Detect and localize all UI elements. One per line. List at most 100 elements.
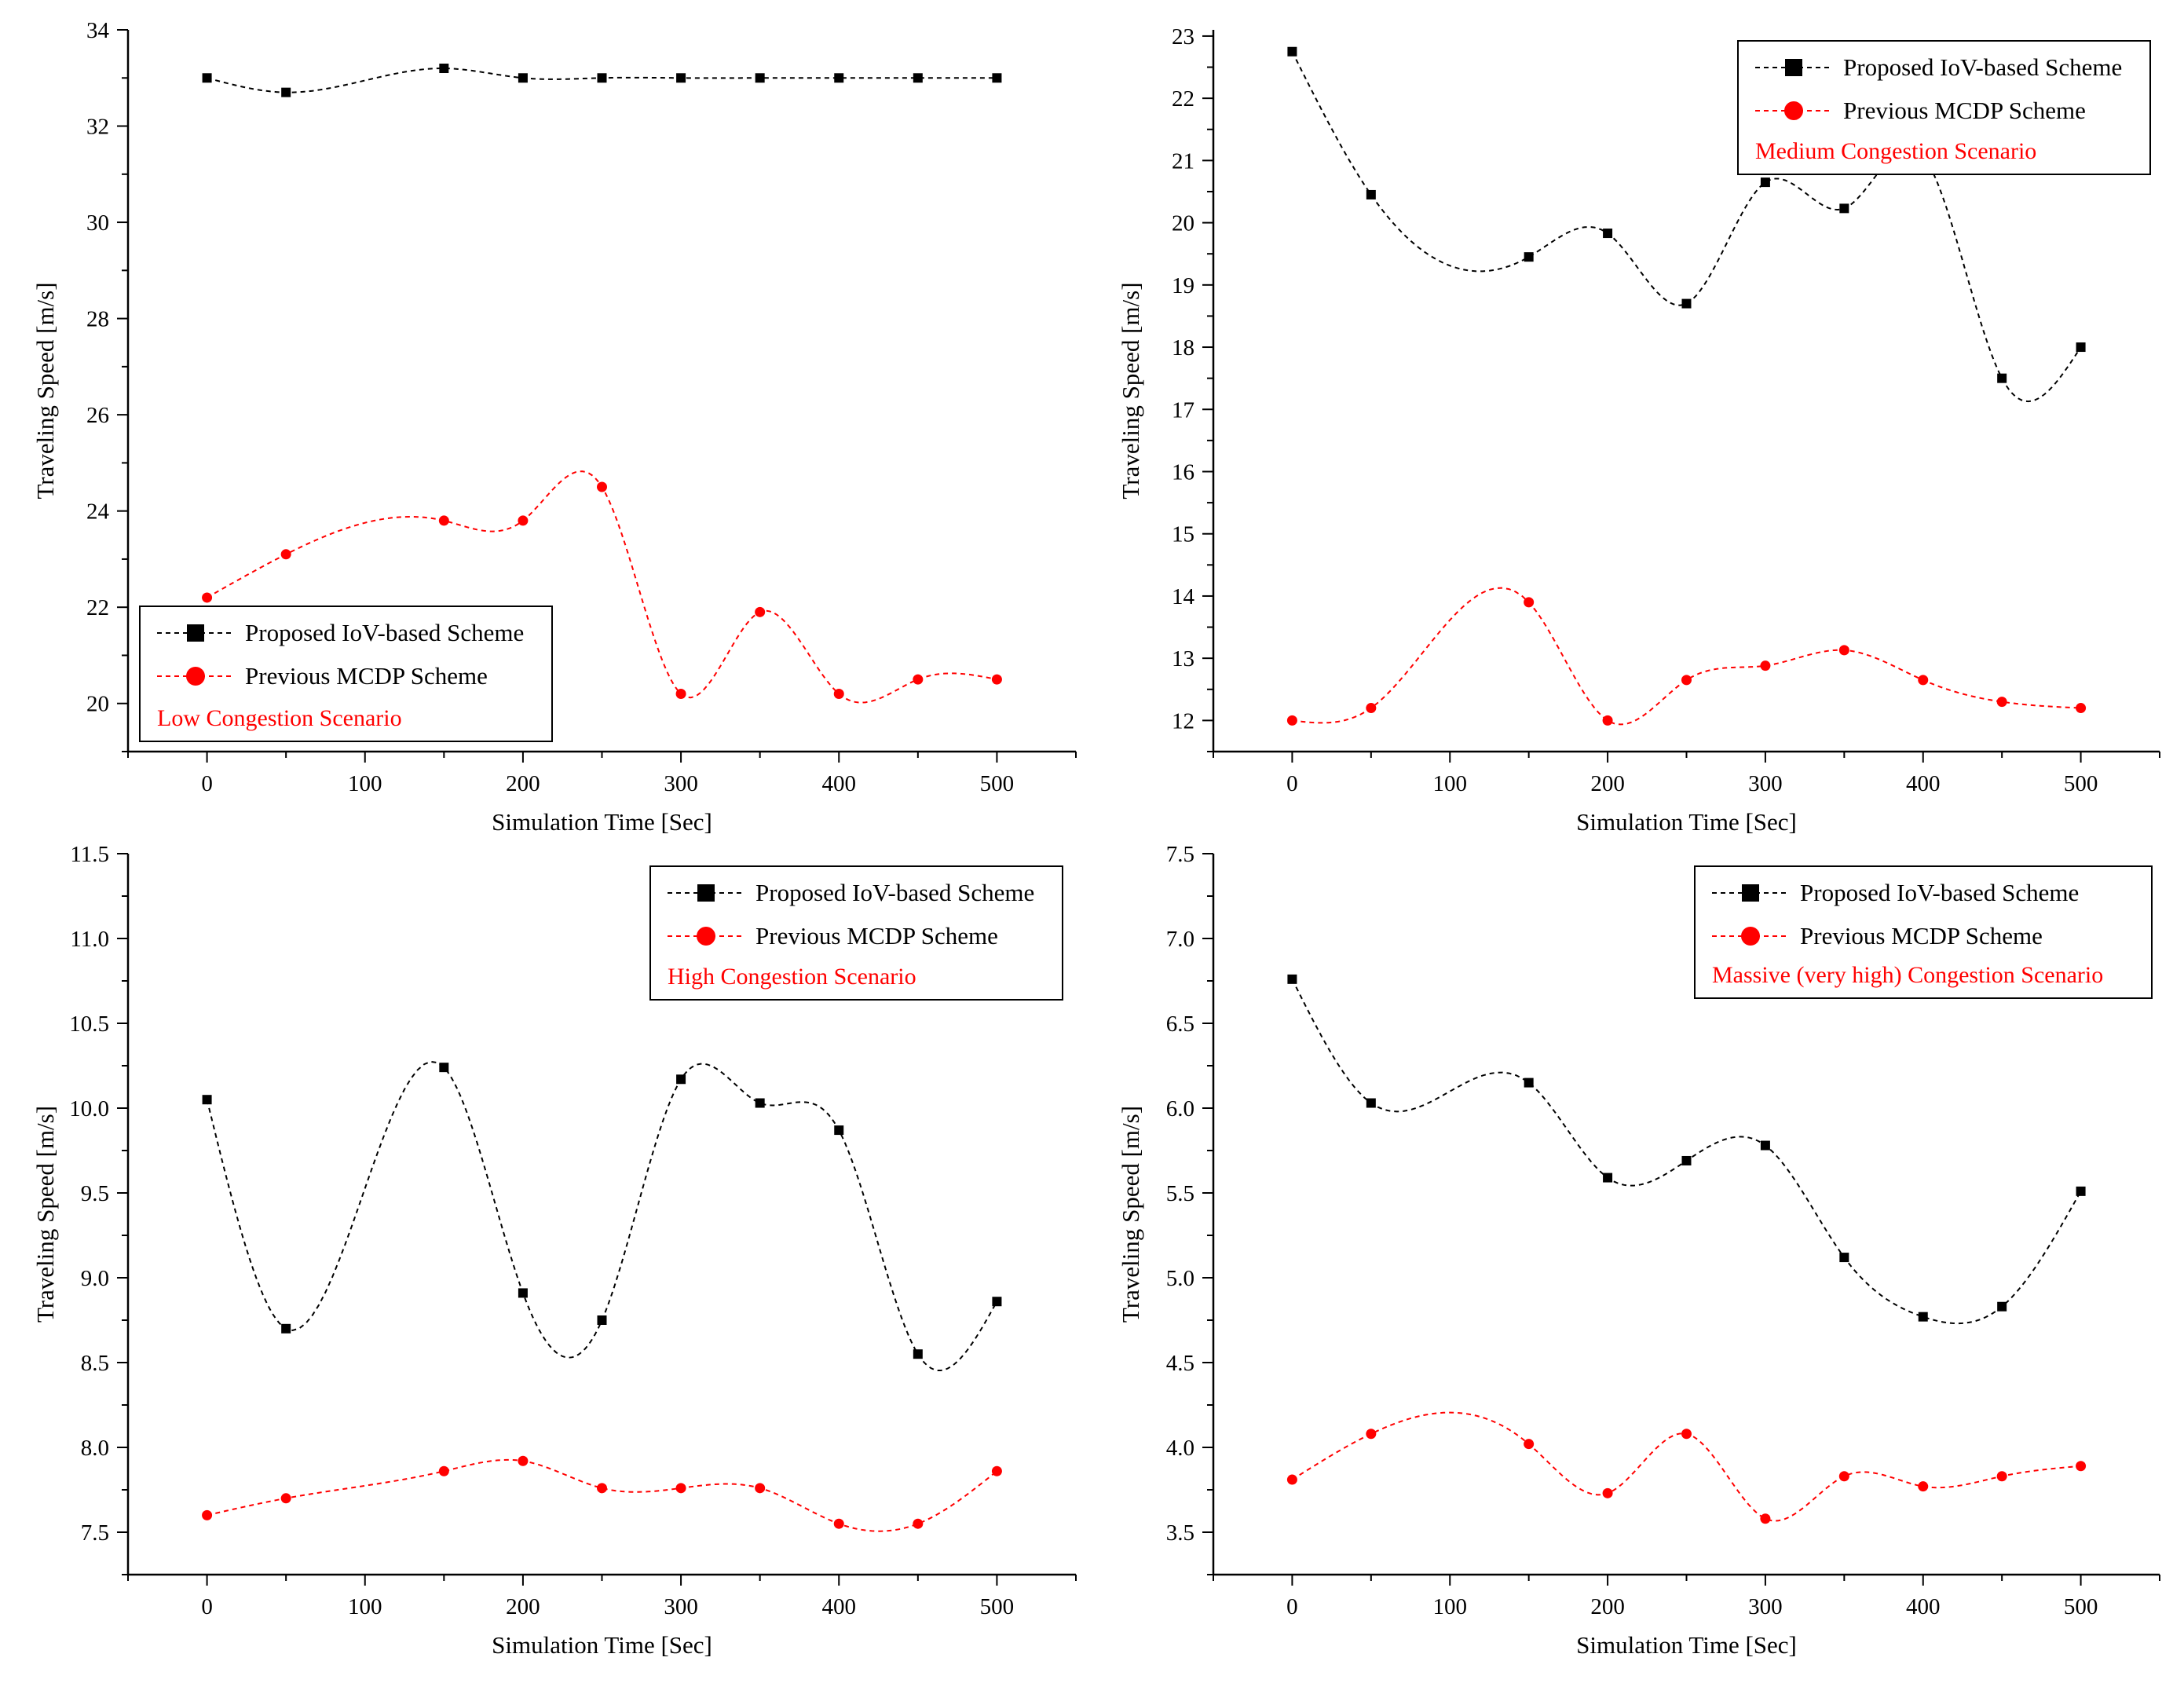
proposed-series-line	[1291, 979, 2082, 1325]
x-axis-title: Simulation Time [Sec]	[1576, 808, 1797, 836]
previous-data-point	[833, 688, 844, 699]
proposed-data-point	[1603, 229, 1613, 239]
previous-data-point	[675, 1483, 686, 1494]
previous-data-point	[1996, 697, 2007, 708]
legend-label: Proposed IoV-based Scheme	[245, 619, 524, 646]
previous-data-point	[1918, 1481, 1929, 1492]
y-tick-label: 5.5	[1166, 1181, 1194, 1206]
y-tick-label: 24	[86, 499, 110, 525]
x-tick-label: 200	[1590, 1594, 1625, 1619]
x-axis-title: Simulation Time [Sec]	[492, 808, 712, 836]
legend: Proposed IoV-based Scheme Previous MCDP S…	[1737, 40, 2151, 175]
x-tick-label: 400	[822, 771, 857, 796]
proposed-data-point	[439, 1063, 449, 1073]
x-tick-label: 0	[1286, 1594, 1298, 1619]
previous-series-line	[207, 1458, 998, 1532]
x-tick-label: 500	[2064, 1594, 2098, 1619]
previous-data-point	[991, 1465, 1002, 1476]
y-tick-label: 22	[86, 595, 109, 620]
y-tick-label: 18	[1172, 335, 1194, 360]
proposed-data-point	[834, 73, 844, 83]
previous-data-point	[991, 674, 1002, 685]
chart-panel-3: 0 100 200 300 400 500 7.5 8.0 8.5 9.0 9.5 10.0 10.5 1…	[31, 842, 1077, 1659]
legend-circle-marker	[697, 927, 715, 946]
y-tick-label: 20	[86, 692, 109, 717]
legend-box	[1737, 40, 2151, 175]
previous-data-point	[913, 1518, 924, 1529]
y-tick-label: 11.0	[70, 927, 109, 952]
legend-label: Previous MCDP Scheme	[245, 662, 488, 690]
chart-panel-4: 0 100 200 300 400 500 3.5 4.0 4.5 5.0 5.5 6.0 6.5 7.0…	[1117, 842, 2160, 1659]
previous-series-line	[1292, 587, 2081, 726]
y-tick-label: 11.5	[70, 842, 109, 867]
legend-circle-marker	[1741, 927, 1760, 946]
scenario-label: Massive (very high) Congestion Scenario	[1712, 962, 2103, 988]
previous-data-point	[1681, 1429, 1692, 1440]
x-tick-label: 300	[664, 771, 698, 796]
x-tick-label: 100	[1433, 771, 1468, 796]
legend-circle-marker	[186, 667, 205, 686]
legend-box	[649, 865, 1063, 1001]
y-tick-label: 14	[1172, 584, 1195, 609]
scenario-label: High Congestion Scenario	[668, 964, 916, 990]
proposed-data-point	[518, 1288, 528, 1298]
y-tick-label: 12	[1172, 708, 1194, 734]
proposed-data-point	[1287, 46, 1297, 57]
y-tick-label: 30	[86, 210, 109, 236]
previous-data-point	[1524, 1439, 1535, 1450]
proposed-data-point	[202, 73, 212, 83]
y-tick-label: 26	[86, 403, 109, 428]
x-tick-label: 400	[1906, 1594, 1941, 1619]
proposed-data-point	[2076, 342, 2086, 353]
x-tick-label: 500	[980, 1594, 1015, 1619]
legend-circle-marker	[1784, 101, 1803, 120]
legend-label: Proposed IoV-based Scheme	[1843, 53, 2122, 81]
y-axis-title: Traveling Speed [m/s]	[31, 282, 59, 499]
y-tick-label: 7.5	[1166, 842, 1194, 867]
x-tick-label: 100	[348, 1594, 382, 1619]
previous-data-point	[913, 674, 924, 685]
y-axis-title: Traveling Speed [m/s]	[1117, 1106, 1144, 1323]
previous-data-point	[1918, 675, 1929, 686]
x-tick-label: 0	[201, 771, 213, 796]
x-tick-label: 200	[1590, 771, 1625, 796]
proposed-data-point	[1366, 1098, 1376, 1108]
y-tick-label: 4.5	[1166, 1351, 1194, 1376]
proposed-data-point	[1918, 1312, 1928, 1322]
y-tick-label: 3.5	[1166, 1520, 1194, 1546]
previous-data-point	[202, 592, 213, 603]
proposed-data-point	[1760, 1140, 1770, 1151]
y-tick-label: 7.5	[81, 1520, 109, 1546]
chart-panel-2: 0 100 200 300 400 500 12 13 14 15 16 17 18 19 20 21 22 23…	[1117, 24, 2160, 836]
legend: Proposed IoV-based Scheme Previous MCDP S…	[649, 865, 1063, 1001]
proposed-data-point	[1524, 252, 1534, 262]
previous-data-point	[518, 1455, 529, 1466]
y-tick-label: 23	[1172, 24, 1194, 49]
previous-series-line	[207, 470, 997, 704]
legend-square-marker	[697, 884, 715, 902]
y-tick-label: 21	[1172, 148, 1194, 174]
proposed-data-point	[518, 73, 528, 83]
scenario-label: Low Congestion Scenario	[157, 705, 402, 731]
previous-data-point	[1838, 645, 1849, 656]
proposed-data-point	[1681, 298, 1692, 309]
proposed-data-point	[597, 1315, 607, 1325]
proposed-data-point	[1524, 1077, 1534, 1088]
y-tick-label: 13	[1172, 646, 1194, 671]
x-tick-label: 0	[201, 1594, 213, 1619]
legend-box	[1694, 865, 2153, 999]
previous-data-point	[1681, 675, 1692, 686]
y-tick-label: 16	[1172, 459, 1194, 485]
y-axis-title: Traveling Speed [m/s]	[1117, 282, 1144, 499]
y-tick-label: 19	[1172, 273, 1194, 298]
y-tick-label: 22	[1172, 86, 1194, 112]
previous-data-point	[438, 1465, 449, 1476]
previous-data-point	[755, 606, 766, 617]
chart-panel-1: 0 100 200 300 400 500 20 22 24 26 28 30 32 34 Simulati…	[31, 18, 1077, 836]
proposed-data-point	[676, 1074, 686, 1085]
previous-data-point	[2076, 1461, 2087, 1472]
y-tick-label: 10.5	[69, 1012, 109, 1037]
x-tick-label: 100	[348, 771, 382, 796]
previous-data-point	[518, 515, 529, 526]
proposed-data-point	[676, 73, 686, 83]
